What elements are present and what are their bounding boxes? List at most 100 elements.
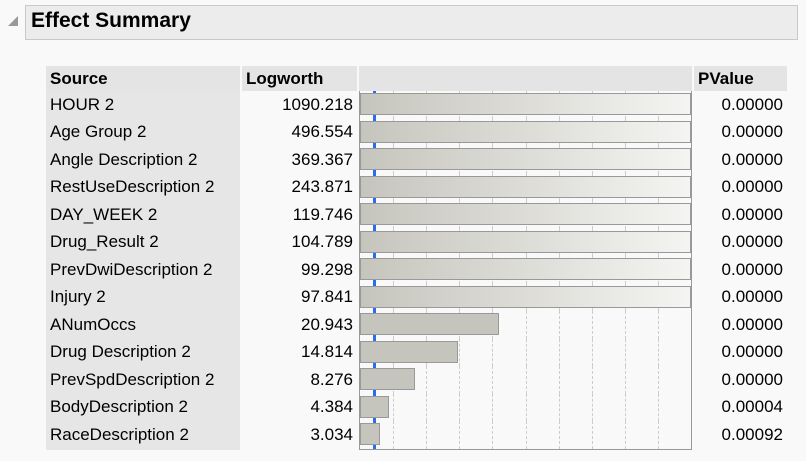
col-logworth[interactable]: Logworth [242,66,357,91]
table-row: RestUseDescription 2 243.871 0.00000 [46,173,787,201]
logworth-cell: 119.746 [292,204,353,224]
logworth-cell: 496.554 [291,122,353,142]
gridline [459,393,461,421]
source-cell: BodyDescription 2 [46,393,240,421]
source-cell: DAY_WEEK 2 [46,201,240,229]
collapse-triangle-icon[interactable] [8,16,18,26]
logworth-cell: 1090.218 [282,94,353,114]
logworth-bar [360,423,381,445]
col-bar [359,66,692,91]
table-row: DAY_WEEK 2 119.746 0.00000 [46,201,787,229]
gridline [426,366,428,394]
source-cell: Drug_Result 2 [46,228,240,256]
gridline [558,366,560,394]
gridline [657,421,659,449]
logworth-bar [360,203,691,225]
logworth-bar-cell [359,91,692,119]
logworth-bar-cell [359,393,692,421]
source-cell: RaceDescription 2 [46,421,240,450]
outline-header[interactable] [25,5,798,40]
gridline [525,338,527,366]
logworth-cell: 369.367 [291,149,353,169]
gridline [591,393,593,421]
logworth-cell: 104.789 [291,232,353,252]
gridline [591,366,593,394]
logworth-cell: 20.943 [301,314,353,334]
logworth-bar-cell [359,338,692,366]
pvalue-cell: 0.00000 [721,287,783,307]
logworth-bar [360,340,459,363]
logworth-bar [360,230,691,253]
logworth-bar [360,395,390,418]
logworth-bar-cell [359,311,692,339]
pvalue-cell: 0.00000 [721,314,783,334]
source-cell: Drug Description 2 [46,338,240,366]
gridline [459,366,461,394]
logworth-bar-cell [359,146,692,174]
table-row: ANumOccs 20.943 0.00000 [46,311,787,339]
effect-summary-table: Source Logworth PValue HOUR 2 1090.218 0… [44,66,789,450]
logworth-cell: 8.276 [310,369,353,389]
gridline [558,421,560,449]
pvalue-cell: 0.00000 [721,369,783,389]
logworth-bar [360,148,691,170]
gridline [624,421,626,449]
logworth-cell: 3.034 [310,425,353,445]
source-cell: PrevDwiDescription 2 [46,256,240,284]
pvalue-cell: 0.00000 [721,149,783,169]
gridline [558,338,560,366]
pvalue-cell: 0.00092 [721,425,783,445]
gridline [492,393,494,421]
table-row: Age Group 2 496.554 0.00000 [46,118,787,146]
logworth-cell: 243.871 [291,177,353,197]
pvalue-cell: 0.00000 [721,204,783,224]
source-cell: Age Group 2 [46,118,240,146]
table-row: HOUR 2 1090.218 0.00000 [46,91,787,119]
source-cell: RestUseDescription 2 [46,173,240,201]
pvalue-cell: 0.00000 [721,232,783,252]
gridline [525,366,527,394]
source-cell: Angle Description 2 [46,146,240,174]
col-pvalue[interactable]: PValue [694,66,787,91]
gridline [657,393,659,421]
logworth-bar [360,120,691,143]
gridline [492,421,494,449]
source-cell: ANumOccs [46,311,240,339]
gridline [558,393,560,421]
gridline [624,338,626,366]
logworth-bar [360,93,691,115]
logworth-bar-cell [359,118,692,146]
table-row: Angle Description 2 369.367 0.00000 [46,146,787,174]
gridline [492,338,494,366]
source-cell: PrevSpdDescription 2 [46,366,240,394]
gridline [459,338,461,366]
logworth-bar-cell [359,366,692,394]
table-row: PrevDwiDescription 2 99.298 0.00000 [46,256,787,284]
logworth-bar [360,368,415,390]
gridline [624,393,626,421]
logworth-cell: 99.298 [301,259,353,279]
gridline [426,393,428,421]
col-source[interactable]: Source [46,66,240,91]
table-row: RaceDescription 2 3.034 0.00092 [46,421,787,450]
report-title: Effect Summary [31,9,191,32]
table-row: Drug_Result 2 104.789 0.00000 [46,228,787,256]
table-row: Drug Description 2 14.814 0.00000 [46,338,787,366]
logworth-bar-cell [359,201,692,229]
gridline [393,393,395,421]
gridline [459,421,461,449]
logworth-bar-cell [359,421,692,450]
table-row: BodyDescription 2 4.384 0.00004 [46,393,787,421]
logworth-bar-cell [359,283,692,311]
gridline [657,338,659,366]
pvalue-cell: 0.00000 [721,122,783,142]
logworth-bar [360,258,691,280]
gridline [591,338,593,366]
pvalue-cell: 0.00000 [721,342,783,362]
gridline [591,311,593,339]
pvalue-cell: 0.00000 [721,259,783,279]
logworth-cell: 97.841 [301,287,353,307]
gridline [393,421,395,449]
gridline [525,421,527,449]
logworth-cell: 4.384 [310,397,353,417]
